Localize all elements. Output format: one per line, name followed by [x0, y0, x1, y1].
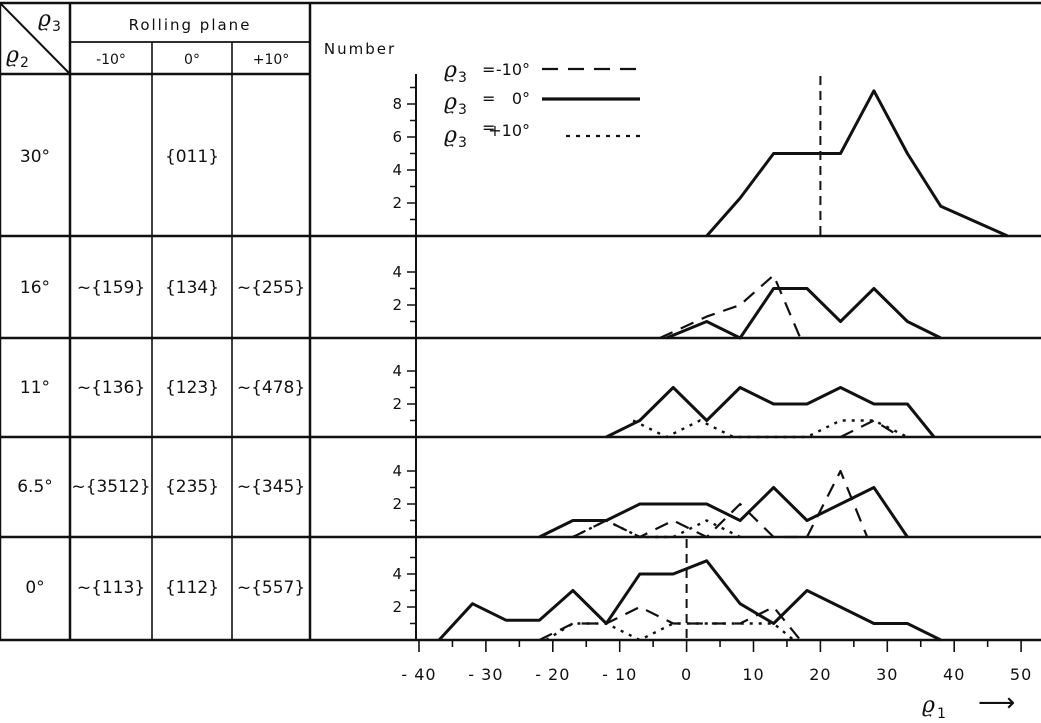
row-11-plane-minus10: ~{136} [77, 378, 145, 398]
panel-0-y-tick-label: 4 [392, 565, 402, 583]
x-axis-tick-label: 40 [943, 665, 965, 684]
row-0-plane-0: {112} [165, 578, 219, 598]
corner-rho3-subscript: 3 [52, 19, 61, 35]
x-axis-tick-label: - 10 [602, 665, 637, 684]
row-6-5-plane-plus10: ~{345} [237, 477, 305, 497]
x-axis-tick-label: 20 [809, 665, 831, 684]
panel-16-series-solid [665, 287, 942, 340]
panel-30-y-tick-label: 2 [392, 194, 402, 212]
column-header-0: 0° [184, 52, 200, 68]
row-30-plane-0: {011} [165, 147, 219, 167]
x-axis-rho1-subscript: 1 [937, 706, 946, 722]
panel-11-y-tick-label: 2 [392, 395, 402, 413]
legend: ϱ 3 = -10° ϱ 3 = 0° ϱ 3 = +10° [444, 58, 640, 151]
corner-rho2-subscript: 2 [20, 55, 29, 71]
row-16-plane-minus10: ~{159} [77, 278, 145, 298]
corner-rho2-symbol: ϱ [6, 43, 19, 68]
legend-minus10-symbol: ϱ [444, 58, 457, 83]
rolling-plane-header: Rolling plane [129, 16, 252, 34]
legend-plus10-value: +10° [488, 121, 530, 140]
x-axis-tick-label: 10 [742, 665, 764, 684]
legend-plus10-symbol: ϱ [444, 123, 457, 148]
legend-plus10-subscript: 3 [458, 135, 467, 151]
column-header-plus10: +10° [253, 52, 290, 68]
x-axis-tick-label: 50 [1010, 665, 1032, 684]
panel-16-y-tick-label: 2 [392, 296, 402, 314]
legend-0-subscript: 3 [458, 102, 467, 118]
x-axis-tick-label: - 20 [535, 665, 570, 684]
panel-30-y-tick-label: 4 [392, 161, 402, 179]
panel-0-y-tick-label: 2 [392, 598, 402, 616]
row-6-5-plane-0: {235} [165, 477, 219, 497]
table-rows: 30° {011} 16° ~{159} {134} ~{255} 11° ~{… [17, 147, 305, 598]
column-header-minus10: -10° [96, 52, 126, 68]
row-rho2-11: 11° [20, 378, 50, 398]
panel-11-series-solid [605, 386, 936, 439]
panel-6-5-y-tick-label: 2 [392, 495, 402, 513]
x-axis-tick-label: - 30 [468, 665, 503, 684]
panel-0-series-solid [437, 559, 942, 642]
x-axis-tick-label: 30 [876, 665, 898, 684]
legend-plus10-equals: = [482, 118, 495, 137]
row-16-plane-plus10: ~{255} [237, 278, 305, 298]
corner-labels: ϱ 3 ϱ 2 [6, 7, 61, 71]
legend-minus10-subscript: 3 [458, 70, 467, 86]
x-axis-arrow: ⟶ [978, 688, 1015, 718]
panel-30-y-tick-label: 8 [392, 95, 402, 113]
panel-11-y-tick-label: 4 [392, 362, 402, 380]
row-0-plane-plus10: ~{557} [237, 578, 305, 598]
panel-30-y-tick-label: 6 [392, 128, 402, 146]
row-rho2-30: 30° [20, 147, 50, 167]
x-axis-tick-label: 0 [681, 665, 692, 684]
panel-6-5-y-tick-label: 4 [392, 462, 402, 480]
corner-rho3-symbol: ϱ [38, 7, 51, 32]
plot-area: 2 4 6 8 2 4 2 4 2 4 2 4 - 40 - 30 - 20 - 10 0 10 20 30 40 50 [392, 74, 1032, 684]
row-rho2-0: 0° [25, 578, 44, 598]
row-16-plane-0: {134} [165, 278, 219, 298]
x-axis-label: ϱ 1 ⟶ [922, 688, 1015, 722]
row-11-plane-0: {123} [165, 378, 219, 398]
panel-11-series-dashed [840, 419, 902, 438]
number-header: Number [324, 40, 396, 58]
row-rho2-16: 16° [20, 278, 50, 298]
legend-0-equals: = [482, 89, 495, 108]
panel-16-y-tick-label: 4 [392, 263, 402, 281]
panel-11-series-dotted [632, 419, 908, 439]
panel-0-series-dashed [538, 605, 802, 641]
panel-6-5-series-dashed [572, 469, 869, 539]
legend-0-value: 0° [512, 89, 530, 108]
panel-0-series-dotted [545, 622, 795, 642]
panel-6-5-series-dotted [572, 519, 741, 539]
legend-minus10-equals: = [482, 60, 495, 79]
legend-minus10-value: -10° [496, 60, 530, 79]
legend-0-symbol: ϱ [444, 90, 457, 115]
row-0-plane-minus10: ~{113} [77, 578, 145, 598]
table-grid [0, 1, 1041, 642]
panel-6-5-series-solid [538, 486, 909, 539]
x-axis-rho1-symbol: ϱ [922, 693, 935, 718]
panel-30-series-solid [705, 89, 1009, 238]
panel-16-series-dashed [659, 274, 802, 340]
row-11-plane-plus10: ~{478} [237, 378, 305, 398]
row-6-5-plane-minus10: ~{3512} [71, 477, 150, 497]
row-rho2-6-5: 6.5° [17, 477, 53, 497]
x-axis-tick-label: - 40 [401, 665, 436, 684]
